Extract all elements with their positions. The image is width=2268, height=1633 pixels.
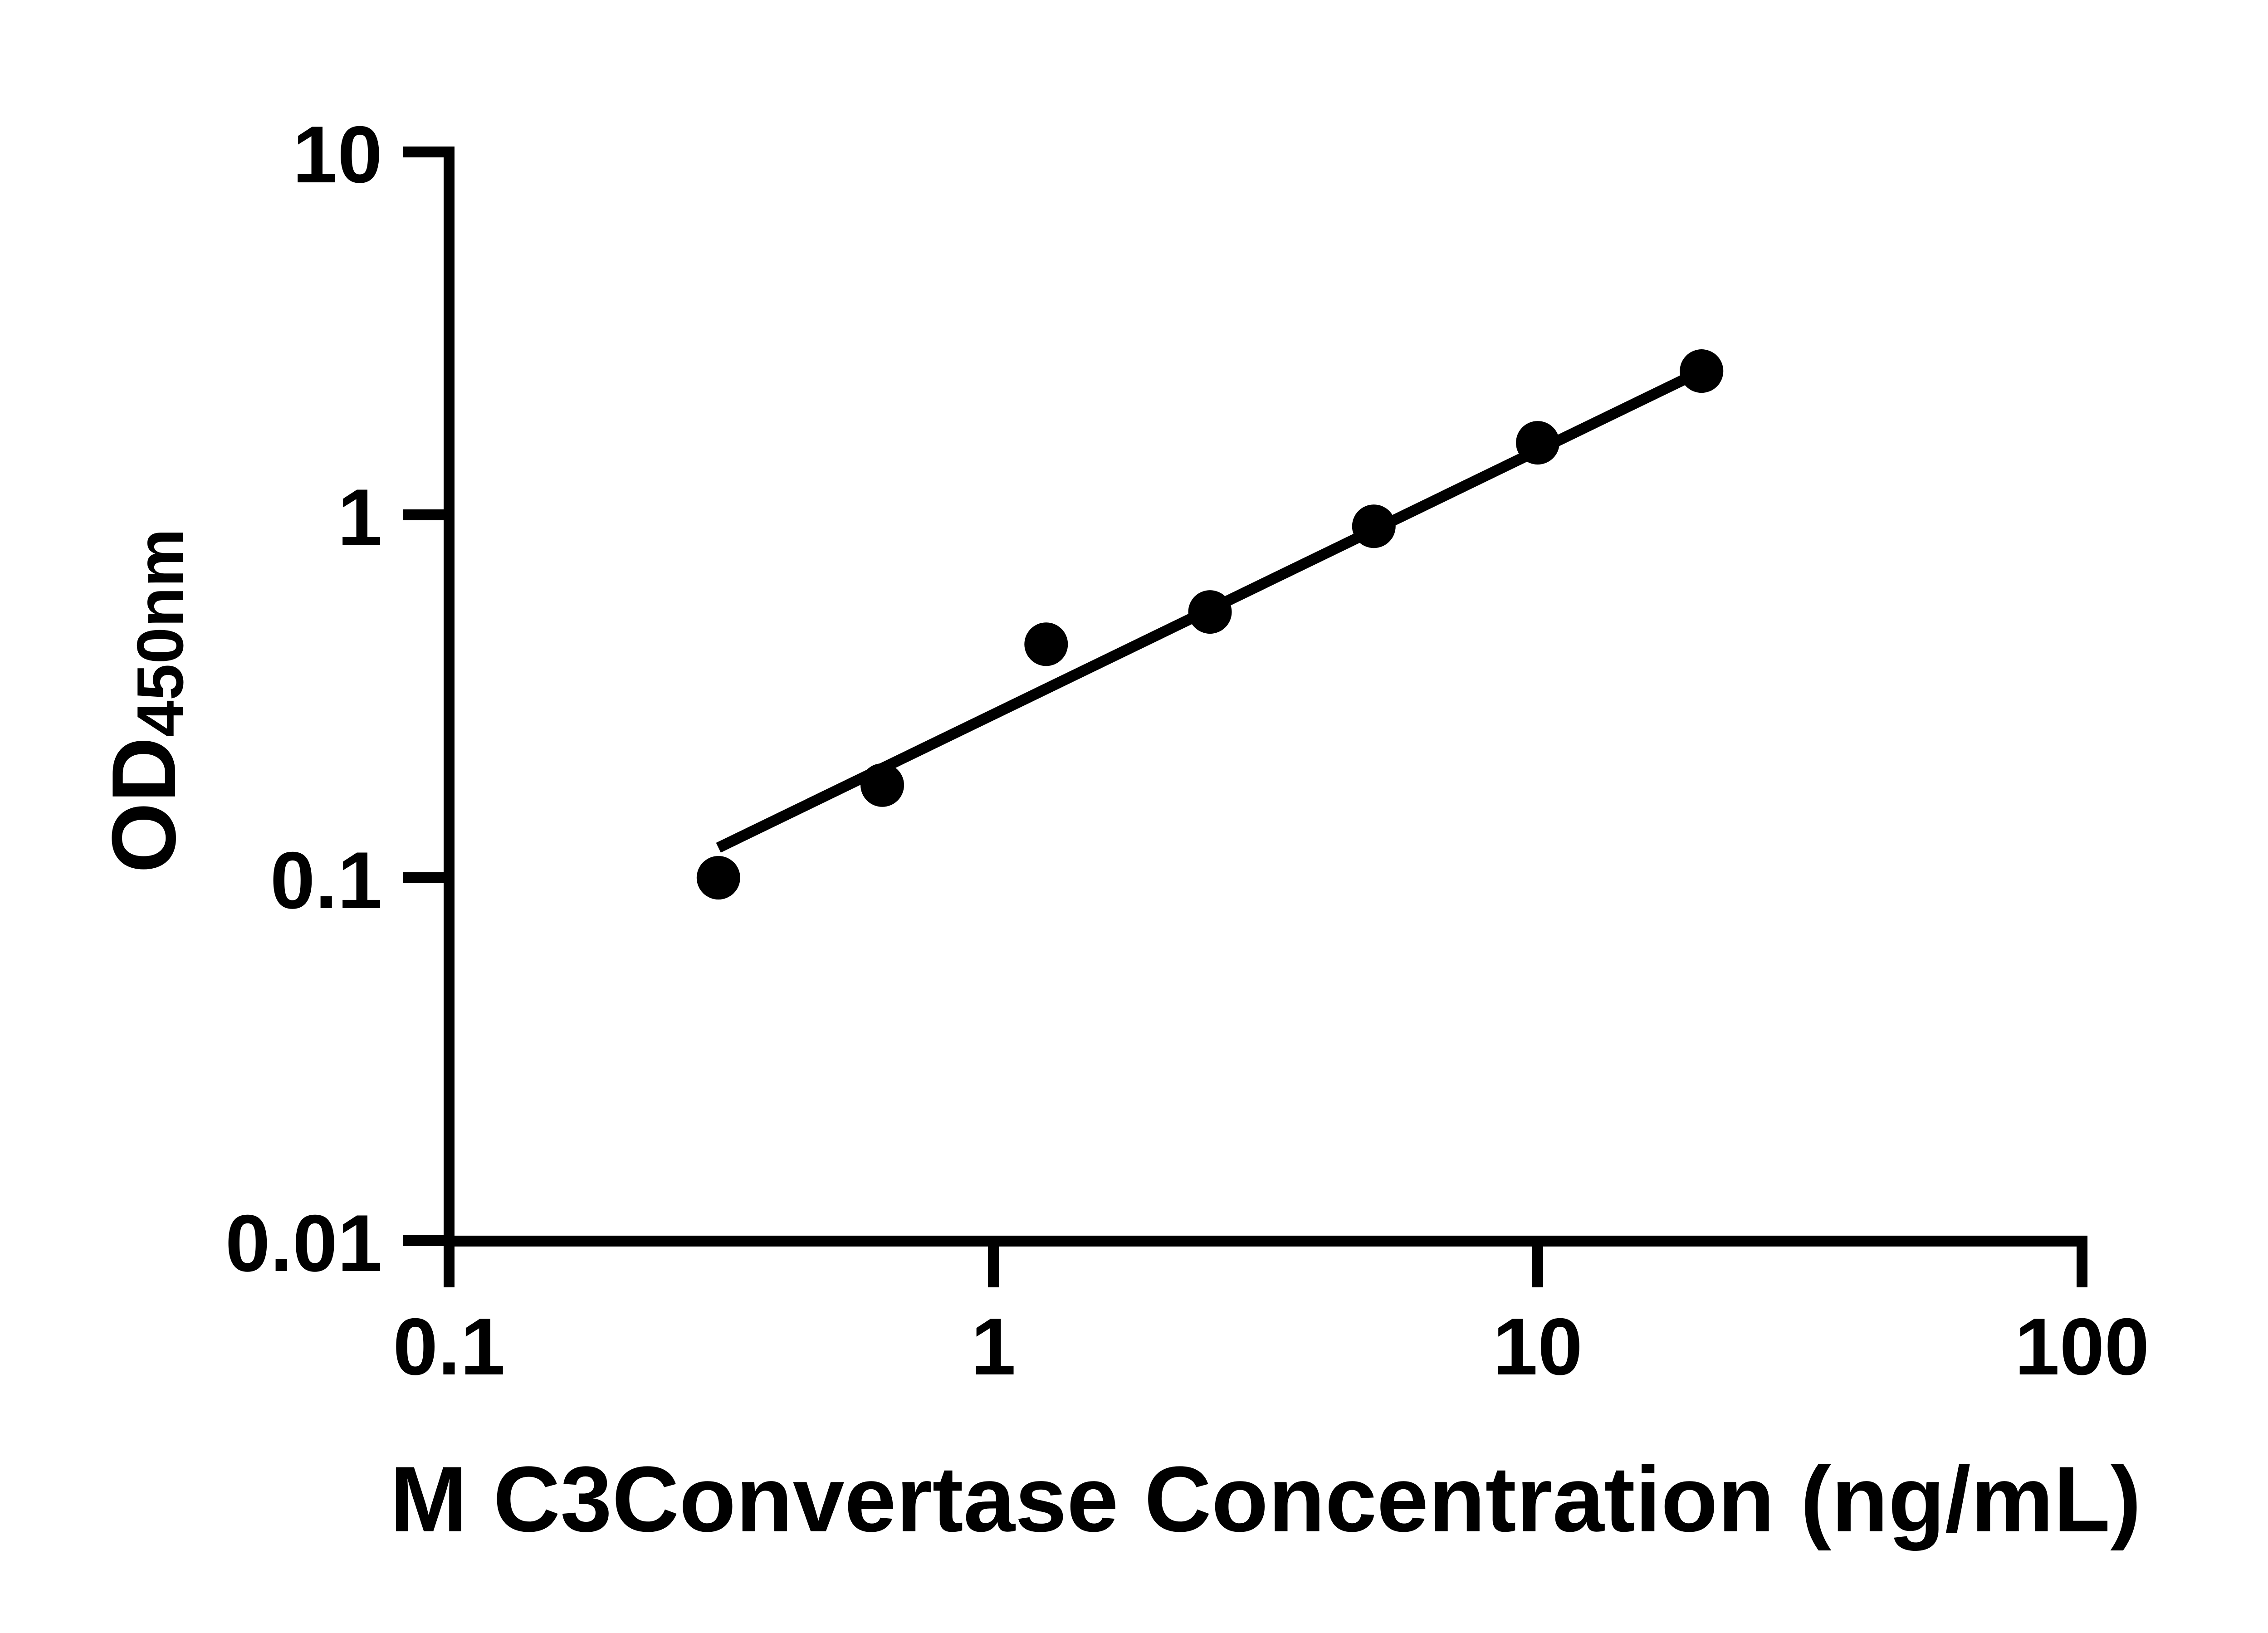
y-axis-title-subscript: 450nm [123, 528, 197, 737]
x-axis-line [444, 1236, 2087, 1247]
y-axis-line [444, 147, 455, 1247]
x-tick-label-100: 100 [2014, 1301, 2150, 1392]
y-tick-0.01 [403, 1235, 444, 1246]
y-tick-1 [403, 509, 444, 520]
data-point-3 [1024, 622, 1068, 666]
data-point-6 [1516, 421, 1559, 465]
x-tick-label-0.1: 0.1 [393, 1301, 505, 1392]
y-axis-title: OD450nm [93, 528, 197, 873]
x-axis-title: M C3Convertase Concentration (ng/mL) [390, 1447, 2141, 1551]
x-tick-1 [988, 1247, 999, 1287]
y-tick-label-0.1: 0.1 [270, 835, 382, 925]
x-tick-label-1: 1 [971, 1301, 1016, 1392]
data-point-4 [1188, 590, 1232, 634]
x-tick-label-10: 10 [1493, 1301, 1583, 1392]
data-point-2 [860, 763, 904, 807]
y-tick-label-0.01: 0.01 [225, 1198, 382, 1288]
x-tick-100 [2077, 1247, 2087, 1287]
y-tick-0.1 [403, 872, 444, 883]
y-tick-label-1: 1 [337, 472, 382, 562]
data-point-5 [1352, 504, 1396, 548]
data-point-1 [696, 856, 740, 900]
x-tick-0.1 [444, 1247, 455, 1287]
x-tick-10 [1532, 1247, 1543, 1287]
y-tick-label-10: 10 [293, 109, 382, 200]
y-tick-10 [403, 147, 444, 157]
data-point-7 [1680, 349, 1724, 393]
y-axis-title-main: OD [93, 737, 195, 873]
